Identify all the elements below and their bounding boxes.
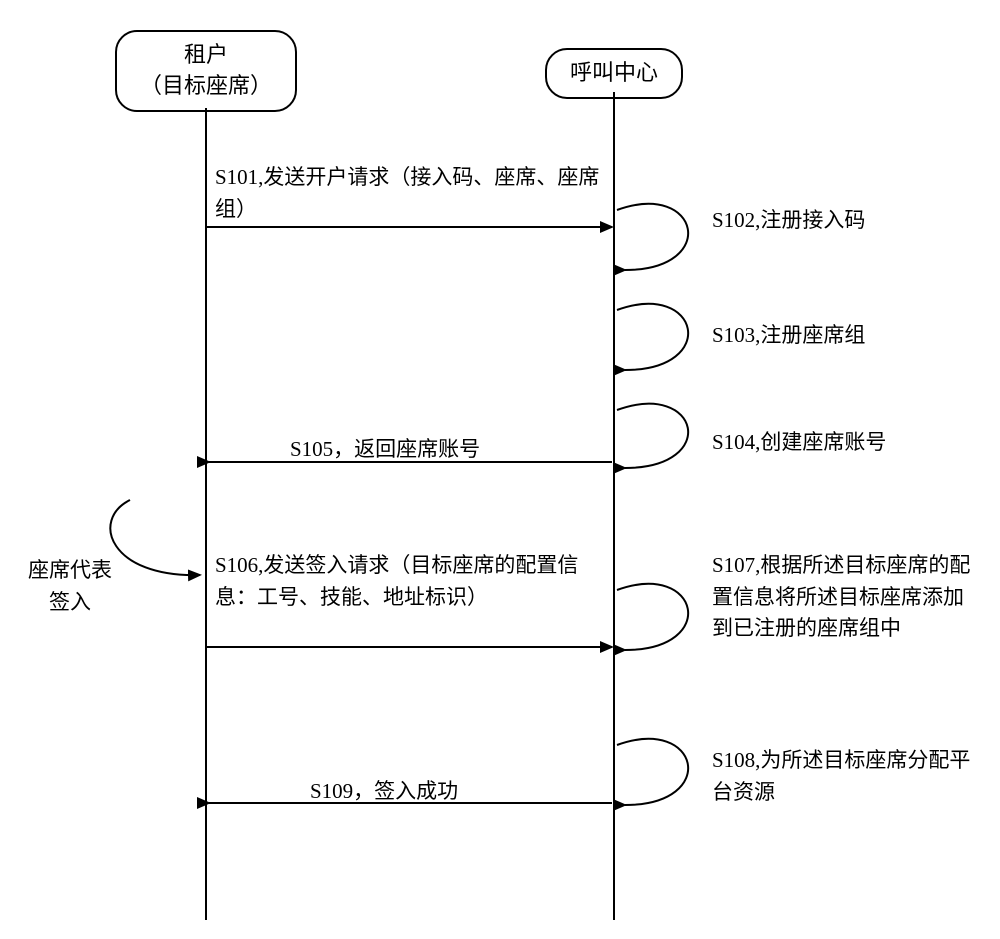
loop-s103: [617, 304, 688, 370]
participant-tenant-line2: （目标座席）: [137, 71, 275, 102]
annotation-signin-line2: 签入: [10, 587, 130, 619]
msg-s102-label: S102,注册接入码: [712, 205, 972, 237]
msg-s106-label: S106,发送签入请求（目标座席的配置信息：工号、技能、地址标识）: [215, 550, 610, 613]
msg-s103-label: S103,注册座席组: [712, 320, 972, 352]
loop-s104: [617, 404, 688, 468]
lifeline-callcenter: [613, 92, 615, 920]
msg-s101-label: S101,发送开户请求（接入码、座席、座席组）: [215, 162, 605, 225]
msg-s108-label: S108,为所述目标座席分配平台资源: [712, 745, 982, 808]
lifeline-tenant: [205, 108, 207, 920]
sequence-diagram: 租户 （目标座席） 呼叫中心 S101,发送开户请求（接入码、座席、座席组） S…: [0, 0, 1000, 939]
annotation-signin: 座席代表 签入: [10, 555, 130, 618]
participant-tenant: 租户 （目标座席）: [115, 30, 297, 112]
participant-callcenter-line1: 呼叫中心: [567, 58, 661, 89]
loop-s108: [617, 739, 688, 805]
participant-tenant-line1: 租户: [137, 40, 275, 71]
msg-s105-label: S105，返回座席账号: [290, 434, 590, 466]
msg-s107-label: S107,根据所述目标座席的配置信息将所述目标座席添加到已注册的座席组中: [712, 550, 982, 645]
msg-s104-label: S104,创建座席账号: [712, 427, 972, 459]
msg-s109-label: S109，签入成功: [310, 776, 570, 808]
annotation-signin-line1: 座席代表: [10, 555, 130, 587]
loop-s102: [617, 204, 688, 270]
loop-s107: [617, 584, 688, 650]
